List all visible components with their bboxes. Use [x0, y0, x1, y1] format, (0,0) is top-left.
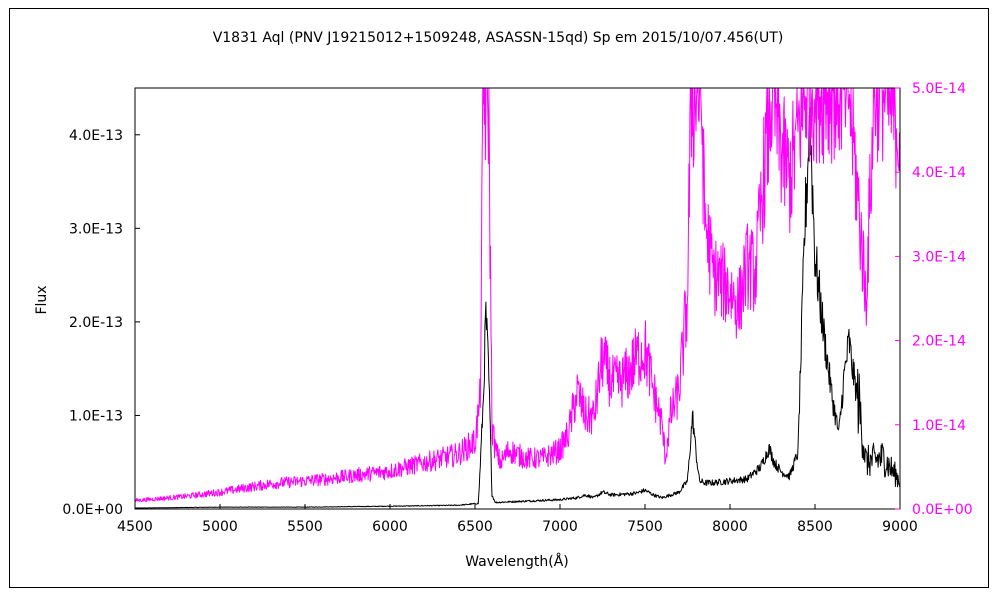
series-line-right-axis	[134, 87, 901, 503]
x-tick-label: 6000	[372, 519, 408, 535]
y-right-tick-label: 3.0E-14	[912, 249, 966, 265]
y-axis-label: Flux	[34, 285, 50, 314]
x-tick-label: 6500	[457, 519, 493, 535]
y-right-tick-label: 5.0E-14	[912, 81, 966, 97]
y-left-tick-label: 2.0E-13	[69, 315, 123, 331]
y-left-tick-label: 3.0E-13	[69, 221, 123, 237]
y-right-tick-label: 0.0E+00	[912, 502, 973, 518]
series-layer	[134, 87, 901, 509]
x-tick-label: 8500	[797, 519, 833, 535]
plot-area-border	[134, 87, 901, 510]
x-tick-label: 5000	[202, 519, 238, 535]
y-right-tick-label: 1.0E-14	[912, 418, 966, 434]
y-left-tick-label: 4.0E-13	[69, 128, 123, 144]
x-tick-label: 8000	[712, 519, 748, 535]
x-tick-label: 7000	[542, 519, 578, 535]
y-right-tick-label: 2.0E-14	[912, 334, 966, 350]
y-right-tick-label: 4.0E-14	[912, 165, 966, 181]
x-tick-label: 9000	[882, 519, 918, 535]
x-axis-label: Wavelength(Å)	[465, 553, 569, 570]
chart-title: V1831 Aql (PNV J19215012+1509248, ASASSN…	[213, 30, 784, 46]
y-left-tick-label: 1.0E-13	[69, 408, 123, 424]
x-tick-label: 7500	[627, 519, 663, 535]
x-tick-label: 5500	[287, 519, 323, 535]
axes-layer: 4500 5000 5500 6000 6500 7000 7500 8000 8500 9000…	[62, 81, 972, 535]
x-tick-label: 4500	[117, 519, 153, 535]
series-line-left-axis	[134, 107, 901, 509]
chart-frame	[9, 8, 989, 588]
y-left-tick-label: 0.0E+00	[62, 502, 123, 518]
